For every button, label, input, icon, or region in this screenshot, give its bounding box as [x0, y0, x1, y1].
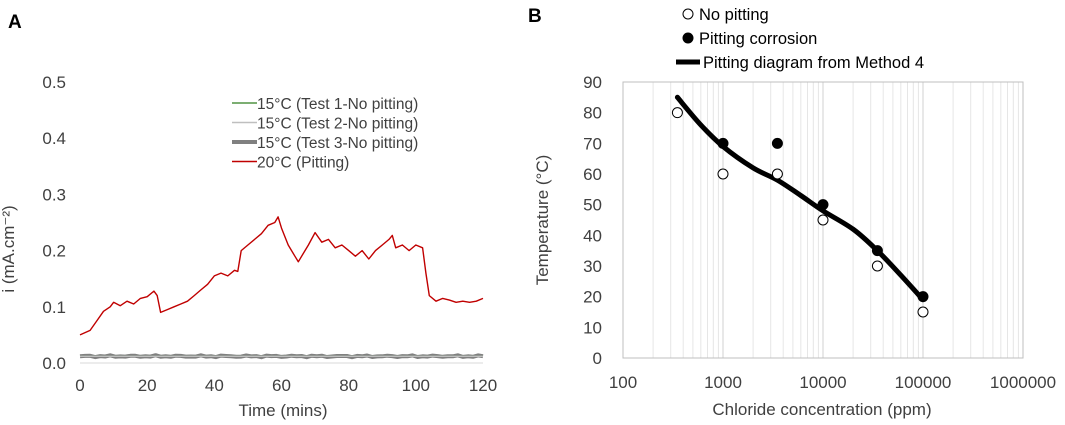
panel-b-label: B — [528, 6, 542, 27]
panel-b-x-tick-label: 100 — [609, 373, 637, 392]
panel-b-legend-label: No pitting — [699, 6, 769, 24]
panel-b-x-tick-label: 1000 — [704, 373, 742, 392]
panel-b-no-pitting-point — [671, 107, 683, 119]
panel-b-pitting-point — [771, 137, 783, 149]
panel-b-y-tick-label: 30 — [583, 257, 602, 276]
panel-b-x-tick-label: 10000 — [799, 373, 846, 392]
panel-a-y-tick-label: 0.3 — [42, 185, 66, 204]
panel-a-y-axis-title: i (mA.cm⁻²) — [0, 205, 18, 292]
panel-b-legend-label: Pitting diagram from Method 4 — [703, 54, 924, 72]
panel-b-y-tick-label: 60 — [583, 165, 602, 184]
panel-b-legend: No pitting Pitting corrosion Pitting diagr… — [676, 6, 924, 72]
panel-a-legend: 15°C (Test 1-No pitting) 15°C (Test 2-No … — [232, 96, 418, 172]
panel-b-y-tick-label: 40 — [583, 226, 602, 245]
panel-b-x-tick-label: 100000 — [895, 373, 952, 392]
panel-a-x-tick-label: 80 — [339, 376, 358, 395]
panel-b-y-tick-label: 50 — [583, 196, 602, 215]
panel-a-y-tick-label: 0.0 — [42, 354, 66, 373]
panel-a-x-tick-label: 120 — [469, 376, 497, 395]
panel-a-x-tick-label: 100 — [402, 376, 430, 395]
panel-b-y-tick-label: 70 — [583, 134, 602, 153]
panel-b-no-pitting-point — [717, 168, 729, 180]
panel-a-legend-label: 15°C (Test 1-No pitting) — [257, 96, 418, 113]
panel-a-label: A — [8, 12, 22, 33]
panel-b-y-tick-label: 20 — [583, 288, 602, 307]
panel-b-pitting-point — [817, 199, 829, 211]
panel-b-no-pitting-point — [771, 168, 783, 180]
panel-a-y-tick-label: 0.1 — [42, 298, 66, 317]
panel-b-x-tick-label: 1000000 — [990, 373, 1056, 392]
panel-b-no-pitting-point — [871, 260, 883, 272]
panel-b-y-axis-title: Temperature (°C) — [533, 155, 552, 286]
panel-a-x-tick-label: 40 — [205, 376, 224, 395]
panel-a-y-tick-label: 0.2 — [42, 242, 66, 261]
panel-b-y-tick-label: 0 — [593, 349, 602, 368]
panel-b-pitting-point — [717, 137, 729, 149]
panel-a-chart: 0.0 0.1 0.2 0.3 0.4 0.5 0 20 40 60 80 100 120 15°C … — [0, 73, 497, 420]
panel-b-y-tick-label: 90 — [583, 73, 602, 92]
panel-b-pitting-point — [917, 291, 929, 303]
panel-b-pitting-point — [871, 245, 883, 257]
panel-b-chart: 0 10 20 30 40 50 60 70 80 90 100 1000 10000 100000 10… — [533, 6, 1056, 419]
panel-b-legend-label: Pitting corrosion — [699, 30, 817, 48]
panel-a-x-axis-title: Time (mins) — [238, 401, 327, 420]
panel-a-y-tick-label: 0.4 — [42, 129, 66, 148]
panel-a-legend-label: 20°C (Pitting) — [257, 155, 349, 172]
panel-b-legend-filled-marker — [682, 32, 694, 44]
panel-a-x-tick-label: 0 — [75, 376, 84, 395]
panel-b-plot-border — [622, 81, 1024, 359]
panel-b-no-pitting-point — [917, 306, 929, 318]
panel-b-y-tick-label: 80 — [583, 104, 602, 123]
panel-b-x-axis-title: Chloride concentration (ppm) — [712, 400, 931, 419]
panel-a-legend-label: 15°C (Test 3-No pitting) — [257, 135, 418, 152]
panel-a-series-line — [79, 216, 484, 336]
panel-a-x-tick-label: 20 — [138, 376, 157, 395]
panel-a-y-tick-label: 0.5 — [42, 73, 66, 92]
panel-b-pitting-diagram-curve — [674, 94, 926, 303]
panel-a-x-tick-label: 60 — [272, 376, 291, 395]
panel-b-legend-open-marker — [682, 8, 694, 20]
panel-a-legend-label: 15°C (Test 2-No pitting) — [257, 116, 418, 133]
panel-b-y-tick-label: 10 — [583, 318, 602, 337]
panel-b-no-pitting-point — [817, 214, 829, 226]
